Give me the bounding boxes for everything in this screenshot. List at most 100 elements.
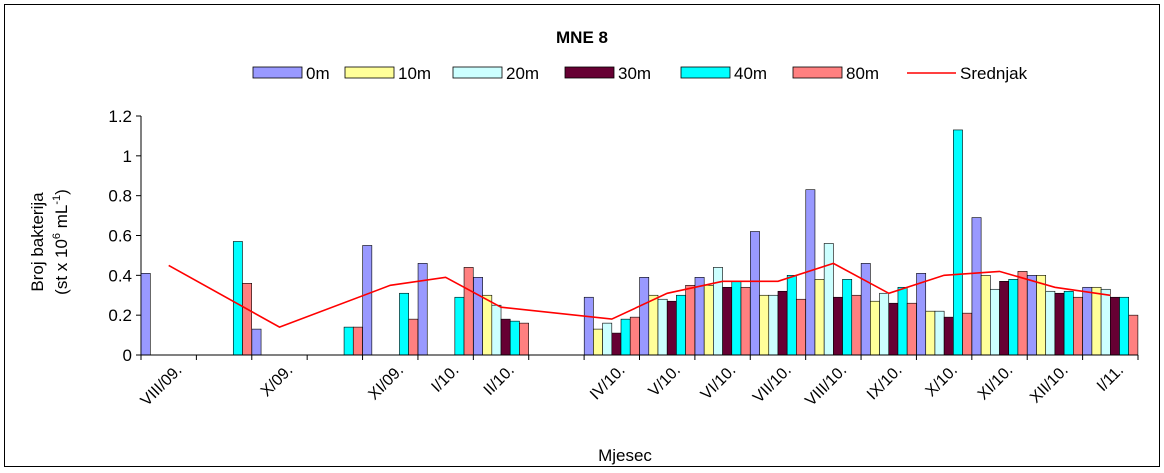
bar-10m bbox=[814, 279, 825, 356]
bar-80m bbox=[408, 318, 419, 356]
bar-40m bbox=[620, 318, 631, 356]
y-axis-label-suffix: ) bbox=[52, 189, 71, 195]
y-axis-label-line2: (st x 106 mL-1) bbox=[51, 189, 71, 295]
bar-80m bbox=[352, 326, 363, 356]
bar-0m bbox=[971, 217, 982, 356]
bar-30m bbox=[722, 286, 733, 356]
bar-30m bbox=[999, 281, 1010, 356]
x-tick-label: V/10. bbox=[646, 362, 684, 400]
bar-20m bbox=[990, 288, 1000, 356]
x-tick-label: IX/10. bbox=[864, 362, 906, 404]
y-axis-label-line1: Broj bakterija bbox=[28, 192, 47, 292]
bar-80m bbox=[242, 282, 252, 356]
bar-0m bbox=[417, 263, 428, 356]
bar-10m bbox=[759, 294, 770, 356]
bar-20m bbox=[1045, 290, 1056, 356]
bar-40m bbox=[842, 279, 853, 356]
bar-0m bbox=[140, 273, 151, 356]
bar-10m bbox=[593, 328, 603, 356]
bar-0m bbox=[860, 263, 871, 356]
bar-80m bbox=[796, 298, 806, 356]
x-tick-label: IV/10. bbox=[587, 362, 629, 404]
x-tick-label: X/09. bbox=[258, 362, 296, 400]
x-tick-label: XII/10. bbox=[1027, 362, 1072, 407]
y-tick-label: 1.2 bbox=[108, 107, 132, 126]
bar-80m bbox=[740, 286, 751, 356]
bar-30m bbox=[1110, 296, 1120, 356]
bar-40m bbox=[676, 294, 686, 356]
x-tick-label: VII/10. bbox=[750, 362, 795, 407]
bar-80m bbox=[906, 302, 917, 356]
bar-10m bbox=[648, 294, 659, 356]
y-axis-label-exp1: 6 bbox=[51, 233, 63, 239]
bar-20m bbox=[768, 294, 779, 356]
x-tick-label: XI/10. bbox=[975, 362, 1017, 404]
bar-30m bbox=[888, 302, 899, 356]
mean-line bbox=[168, 262, 1111, 328]
bar-80m bbox=[519, 322, 529, 356]
bar-80m bbox=[1017, 271, 1028, 356]
chart-title: MNE 8 bbox=[556, 28, 608, 47]
bar-40m bbox=[1063, 290, 1074, 356]
bar-80m bbox=[685, 284, 696, 356]
bar-0m bbox=[473, 277, 483, 356]
bar-40m bbox=[953, 129, 963, 356]
bar-20m bbox=[602, 322, 613, 356]
x-tick-label: VIII/10. bbox=[802, 362, 850, 410]
legend: 0m 10m 20m 30m 40m 80m Srednjak bbox=[252, 64, 1028, 83]
legend-swatch-30m bbox=[564, 66, 615, 79]
bar-20m bbox=[657, 298, 668, 356]
bar-0m bbox=[1027, 275, 1037, 356]
bar-20m bbox=[934, 310, 945, 356]
legend-swatch-80m bbox=[792, 66, 843, 79]
legend-swatch-40m bbox=[680, 66, 731, 79]
bar-30m bbox=[666, 300, 677, 356]
bar-0m bbox=[583, 296, 594, 356]
bar-40m bbox=[897, 286, 908, 356]
bar-40m bbox=[343, 326, 354, 356]
bar-20m bbox=[1100, 288, 1111, 356]
y-axis-label-exp2: -1 bbox=[51, 195, 63, 205]
bar-10m bbox=[703, 284, 714, 356]
bar-0m bbox=[251, 328, 262, 356]
bar-80m bbox=[851, 294, 862, 356]
legend-label-30m: 30m bbox=[618, 64, 651, 83]
y-tick-label: 0.2 bbox=[108, 306, 132, 325]
x-tick-label: VIII/09. bbox=[138, 362, 186, 410]
bar-30m bbox=[1054, 292, 1065, 356]
bar-40m bbox=[1008, 279, 1019, 356]
bar-chart: MNE 8 0m 10m 20m 30m 40m 80m Srednjak 00.20.40… bbox=[28, 28, 1139, 465]
bar-30m bbox=[777, 290, 788, 356]
bar-80m bbox=[1073, 296, 1083, 356]
bar-20m bbox=[491, 304, 502, 356]
chart-frame: MNE 8 0m 10m 20m 30m 40m 80m Srednjak 0 0.2 0.4 0… bbox=[4, 4, 1160, 467]
bar-0m bbox=[694, 277, 705, 356]
bar-30m bbox=[943, 316, 954, 356]
bar-20m bbox=[879, 292, 890, 356]
bar-30m bbox=[500, 318, 511, 356]
y-tick-label: 0.8 bbox=[108, 187, 132, 206]
bar-0m bbox=[750, 231, 760, 356]
bar-40m bbox=[232, 241, 243, 356]
x-tick-label: II/10. bbox=[481, 362, 518, 399]
legend-label-10m: 10m bbox=[398, 64, 431, 83]
bar-0m bbox=[916, 273, 927, 356]
x-tick-label: I/10. bbox=[428, 362, 462, 396]
y-axis-label-prefix: (st x 10 bbox=[52, 239, 71, 295]
bar-10m bbox=[980, 275, 991, 356]
bar-0m bbox=[1082, 286, 1093, 356]
bar-20m bbox=[823, 243, 834, 356]
bar-80m bbox=[962, 312, 973, 356]
legend-label-40m: 40m bbox=[734, 64, 767, 83]
bar-10m bbox=[482, 294, 493, 356]
bar-10m bbox=[1036, 275, 1047, 356]
bar-40m bbox=[454, 296, 465, 356]
bar-80m bbox=[629, 316, 640, 356]
bar-30m bbox=[833, 296, 843, 356]
legend-swatch-0m bbox=[252, 66, 303, 79]
bar-0m bbox=[639, 277, 650, 356]
x-tick-label: XI/09. bbox=[365, 362, 407, 404]
bar-40m bbox=[786, 275, 797, 356]
bar-20m bbox=[713, 267, 723, 356]
bar-40m bbox=[509, 320, 520, 356]
